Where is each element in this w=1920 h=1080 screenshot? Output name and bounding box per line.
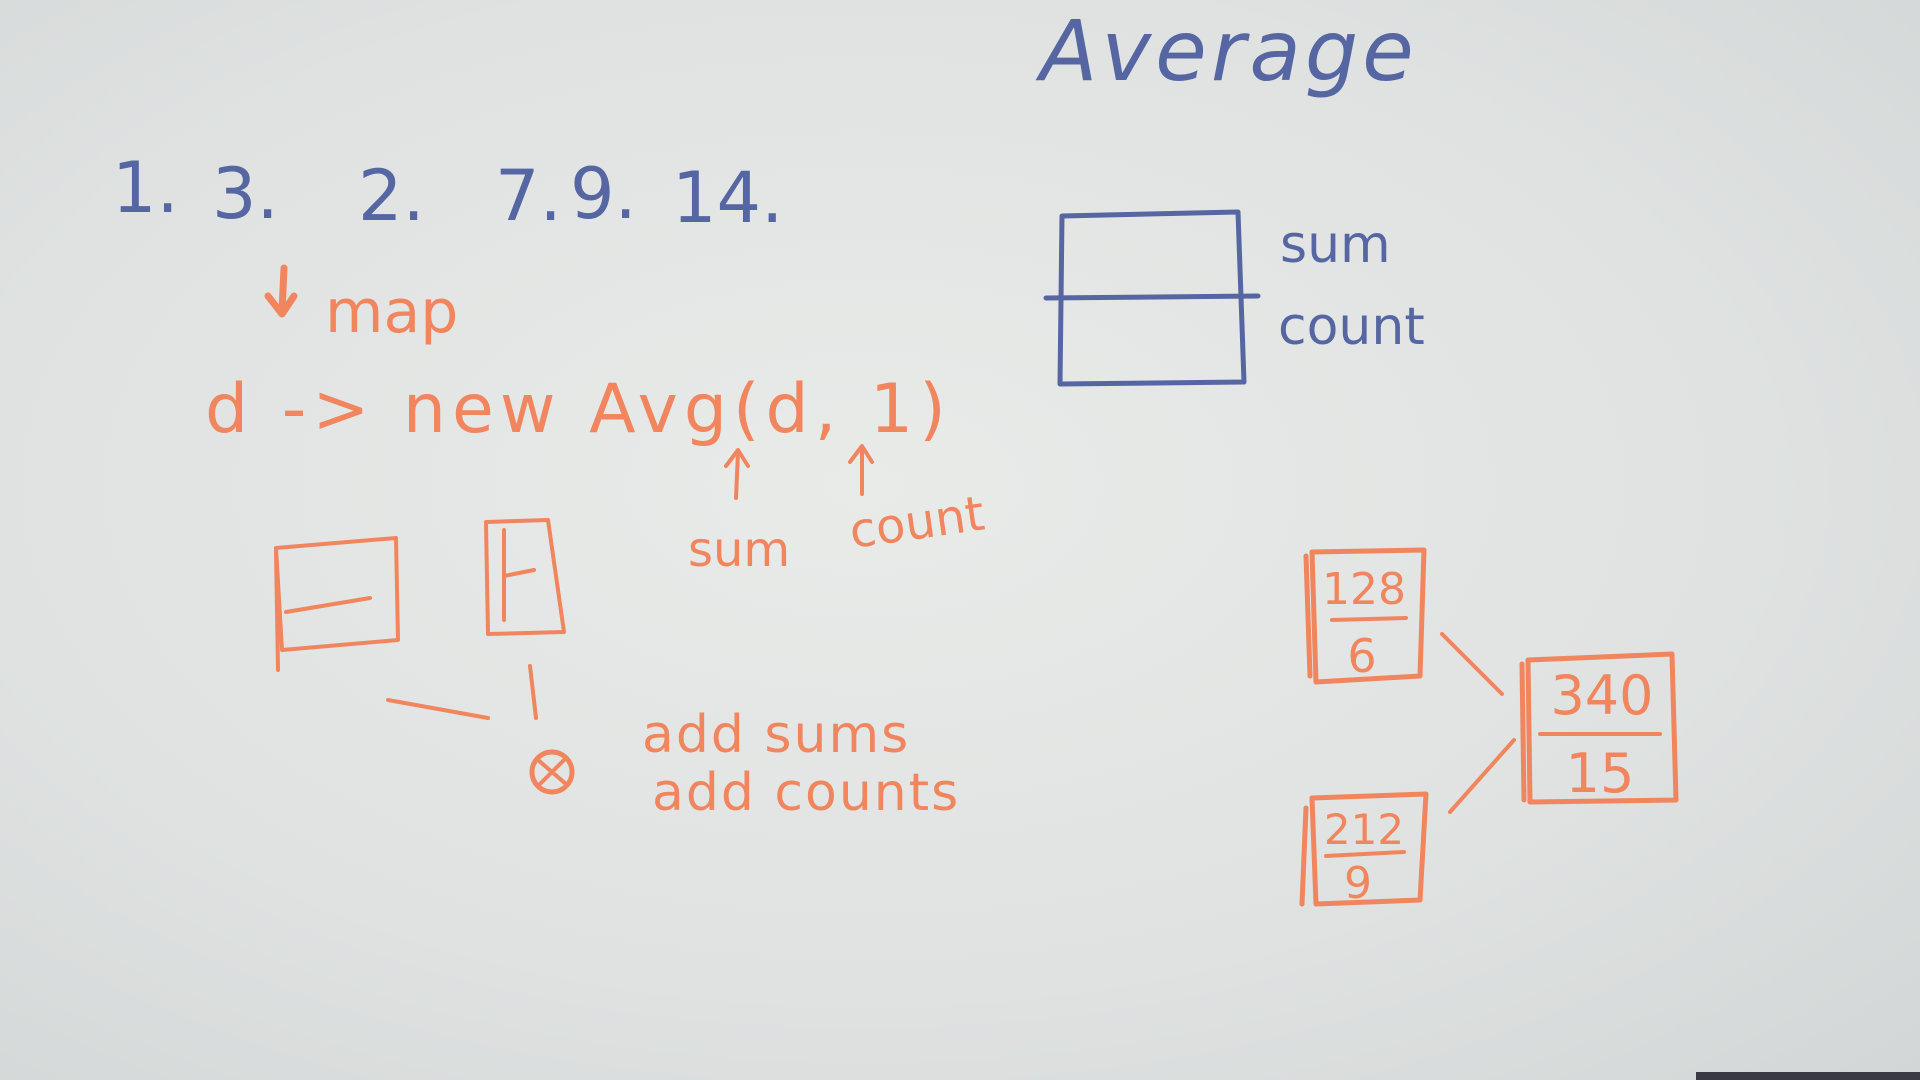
avg-box-b: [484, 518, 566, 636]
number-item: 3.: [212, 153, 279, 235]
avg-box-a: [274, 536, 400, 672]
struct-count-label: count: [1278, 297, 1425, 357]
circle-x-icon: [529, 749, 575, 795]
partial-box-2: [1299, 791, 1429, 907]
number-item: 1.: [112, 147, 179, 229]
count-annotation: count: [846, 486, 988, 560]
number-item: 7.: [495, 155, 562, 237]
total-box: [1519, 651, 1679, 805]
connector-line: [1440, 632, 1504, 696]
connector-line: [528, 664, 538, 720]
up-arrow-icon: [724, 448, 750, 500]
number-sequence: 1. 3. 2. 7. 9. 14.: [112, 147, 783, 239]
number-item: 2.: [358, 155, 425, 237]
connector-line: [386, 698, 490, 720]
total-sum: 340: [1550, 664, 1653, 727]
partial-sum-2: 212: [1324, 805, 1404, 854]
down-arrow-icon: [264, 264, 298, 318]
struct-sum-label: sum: [1280, 215, 1391, 275]
partial-count-2: 9: [1344, 858, 1372, 909]
up-arrow-icon: [848, 444, 874, 496]
number-item: 9.: [570, 153, 637, 235]
sum-annotation: sum: [688, 522, 790, 578]
map-label: map: [325, 277, 458, 347]
partial-box-1: [1303, 547, 1427, 685]
marker-tray: [1696, 1072, 1920, 1080]
combine-label-counts: add counts: [652, 763, 960, 823]
average-struct-box: [1043, 209, 1261, 387]
combine-label-sums: add sums: [642, 705, 910, 765]
lambda-expression: d -> new Avg(d, 1): [205, 370, 952, 449]
partial-count-1: 6: [1347, 629, 1376, 683]
partial-sum-1: 128: [1322, 564, 1406, 615]
number-item: 14.: [672, 157, 783, 239]
title-average: Average: [1035, 2, 1418, 100]
total-count: 15: [1566, 742, 1635, 805]
connector-line: [1448, 738, 1516, 814]
